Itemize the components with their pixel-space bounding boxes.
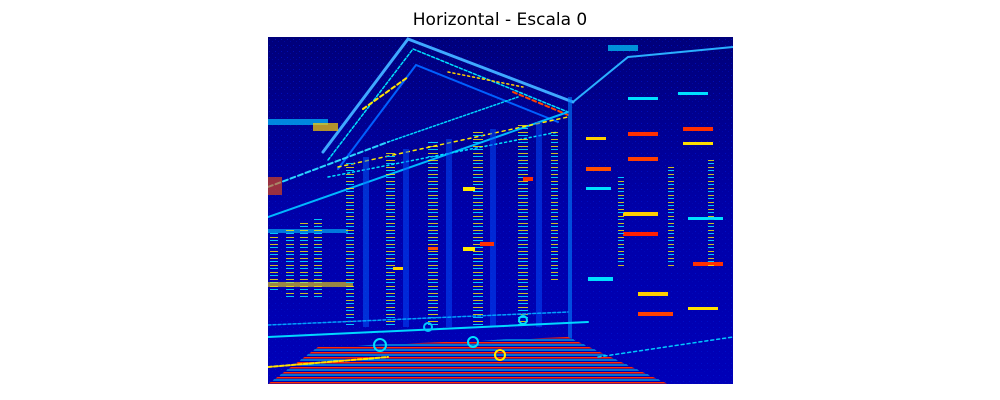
figure-title: Horizontal - Escala 0 [412, 10, 588, 30]
edge-map-image [268, 37, 733, 384]
edge-map-graphic [268, 37, 733, 384]
